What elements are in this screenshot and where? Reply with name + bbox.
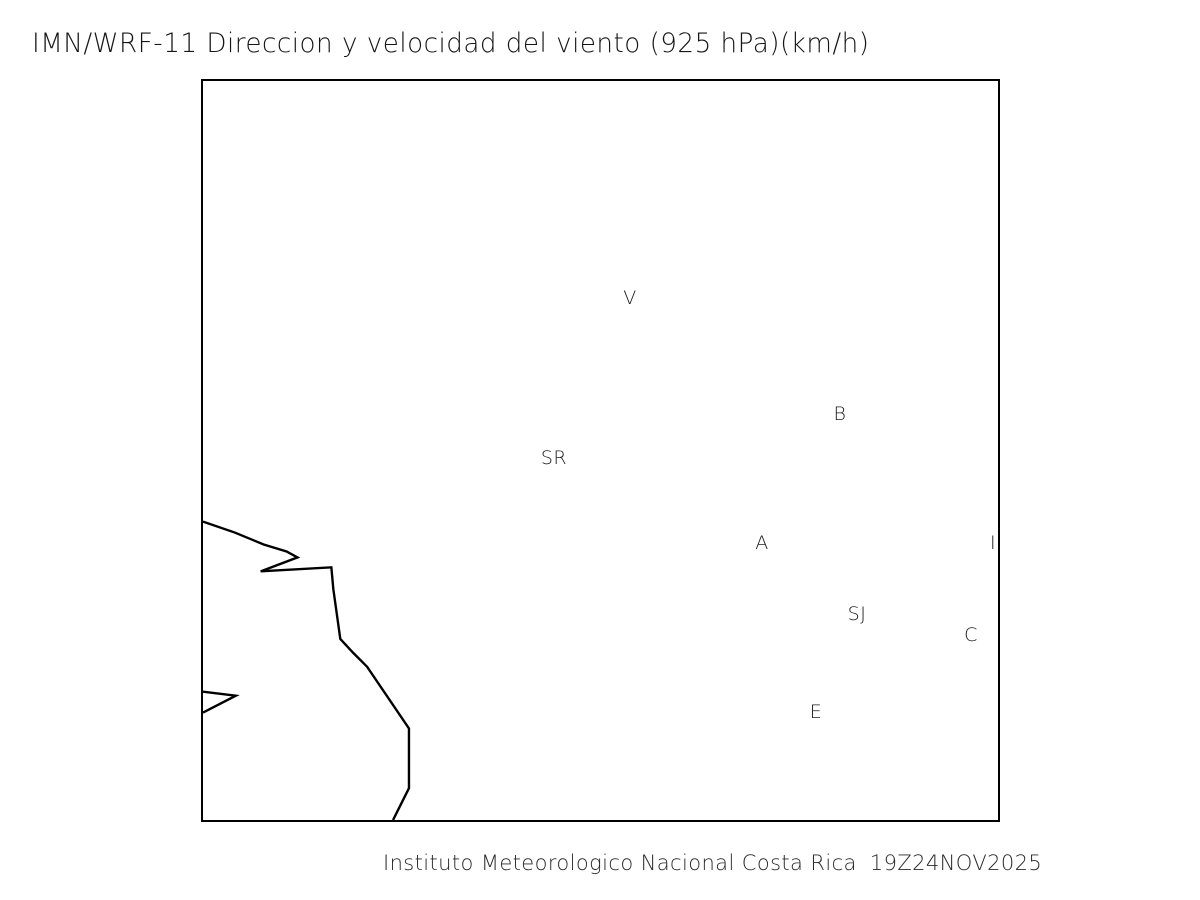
footer-institution: Instituto Meteorologico Nacional Costa R… [383, 851, 857, 875]
station-label-sr[interactable]: SR [540, 447, 568, 469]
footer-credit: Instituto Meteorologico Nacional Costa R… [383, 851, 1042, 875]
wind-barb-layer [203, 81, 998, 820]
station-label-i[interactable]: I [989, 532, 997, 554]
footer-valid-time: 19Z24NOV2025 [869, 851, 1043, 875]
coastline-pacific-main [203, 520, 411, 820]
coastline-pacific-inlet [203, 690, 240, 714]
station-label-layer: V B SR A I SJ C E [203, 81, 998, 820]
station-label-e[interactable]: E [809, 701, 823, 723]
station-label-a[interactable]: A [755, 532, 769, 554]
map-plot-area[interactable]: V B SR A I SJ C E [201, 79, 1000, 822]
station-label-c[interactable]: C [964, 624, 978, 646]
station-label-b[interactable]: B [833, 403, 847, 425]
station-label-sj[interactable]: SJ [847, 603, 867, 625]
page-title: IMN/WRF-11 Direccion y velocidad del vie… [32, 28, 870, 59]
coastline-layer [203, 520, 411, 820]
station-label-v[interactable]: V [623, 287, 637, 309]
